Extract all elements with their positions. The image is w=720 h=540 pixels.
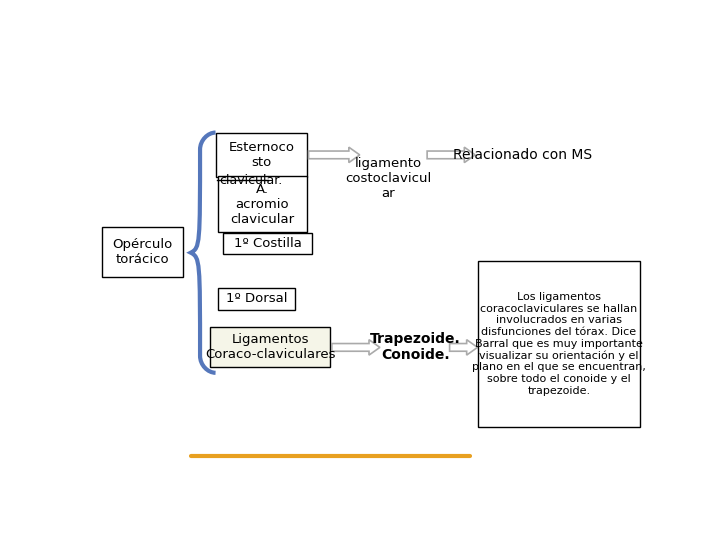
Polygon shape [427, 147, 475, 163]
Text: Trapezoide.
Conoide.: Trapezoide. Conoide. [370, 332, 461, 362]
FancyBboxPatch shape [477, 261, 640, 427]
Text: 1º Costilla: 1º Costilla [234, 237, 302, 250]
FancyBboxPatch shape [102, 226, 183, 276]
Text: Esternoco
sto: Esternoco sto [228, 141, 294, 169]
FancyBboxPatch shape [215, 132, 307, 177]
Polygon shape [332, 340, 380, 355]
Text: clavicular.: clavicular. [220, 174, 283, 187]
Text: Relacionado con MS: Relacionado con MS [453, 148, 592, 162]
Text: ligamento
costoclavicul
ar: ligamento costoclavicul ar [346, 157, 431, 200]
FancyBboxPatch shape [210, 327, 330, 367]
FancyBboxPatch shape [218, 177, 307, 232]
Text: A.
acromio
clavicular: A. acromio clavicular [230, 183, 294, 226]
FancyBboxPatch shape [218, 288, 295, 309]
Polygon shape [449, 340, 477, 355]
Text: Ligamentos
Coraco-claviculares: Ligamentos Coraco-claviculares [205, 333, 336, 361]
Text: Los ligamentos
coracoclaviculares se hallan
involucrados en varias
disfunciones : Los ligamentos coracoclaviculares se hal… [472, 292, 646, 396]
FancyBboxPatch shape [223, 233, 312, 254]
Polygon shape [309, 147, 360, 163]
Text: Opérculo
torácico: Opérculo torácico [112, 238, 172, 266]
Text: 1º Dorsal: 1º Dorsal [226, 292, 287, 306]
